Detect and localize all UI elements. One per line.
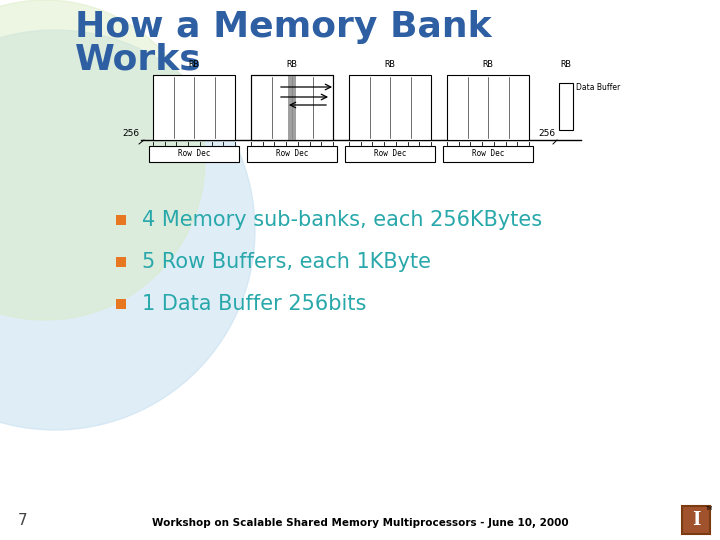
Bar	[251, 75, 333, 140]
Text: Works: Works	[75, 43, 202, 77]
Bar	[349, 75, 431, 140]
Text: Data Buffer: Data Buffer	[576, 83, 620, 92]
Text: 4 Memory sub-banks, each 256KBytes: 4 Memory sub-banks, each 256KBytes	[142, 210, 542, 230]
Text: RB: RB	[287, 60, 297, 69]
Text: Row Dec: Row Dec	[178, 150, 210, 159]
Circle shape	[0, 30, 255, 430]
Text: 256: 256	[538, 129, 555, 138]
Text: RB: RB	[384, 60, 395, 69]
Text: 1 Data Buffer 256bits: 1 Data Buffer 256bits	[142, 294, 366, 314]
Text: RB: RB	[482, 60, 493, 69]
Bar	[682, 506, 710, 534]
Text: Workshop on Scalable Shared Memory Multiprocessors - June 10, 2000: Workshop on Scalable Shared Memory Multi…	[152, 518, 568, 528]
Text: RB: RB	[189, 60, 199, 69]
Text: Row Dec: Row Dec	[276, 150, 308, 159]
Text: How a Memory Bank: How a Memory Bank	[75, 10, 492, 44]
Bar	[153, 75, 235, 140]
Bar	[116, 299, 126, 309]
Bar	[559, 83, 573, 130]
Bar	[251, 75, 333, 140]
Bar	[247, 146, 337, 162]
Text: 256: 256	[122, 129, 139, 138]
Text: RB: RB	[561, 60, 572, 69]
Text: 7: 7	[18, 513, 27, 528]
Text: 5 Row Buffers, each 1KByte: 5 Row Buffers, each 1KByte	[142, 252, 431, 272]
Bar	[288, 75, 296, 140]
Bar	[345, 146, 435, 162]
Text: Row Dec: Row Dec	[374, 150, 406, 159]
Bar	[447, 75, 529, 140]
Bar	[116, 215, 126, 225]
Bar	[149, 146, 239, 162]
Bar	[116, 257, 126, 267]
Circle shape	[0, 0, 205, 320]
Text: TM: TM	[705, 506, 712, 511]
Bar	[443, 146, 533, 162]
Text: I: I	[692, 511, 701, 529]
Text: Row Dec: Row Dec	[472, 150, 504, 159]
